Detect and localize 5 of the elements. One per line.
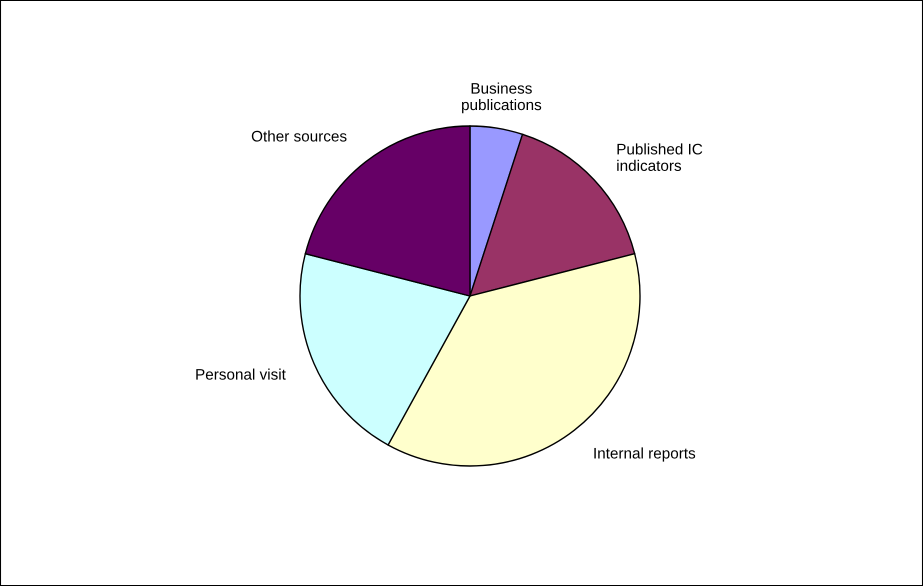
slice-label: Personal visit: [196, 368, 286, 380]
slice-label: Business publications: [462, 82, 542, 114]
slice-label: Other sources: [252, 130, 347, 142]
slice-label: Internal reports: [594, 447, 696, 462]
slice-label: Published IC indicators: [617, 143, 702, 172]
